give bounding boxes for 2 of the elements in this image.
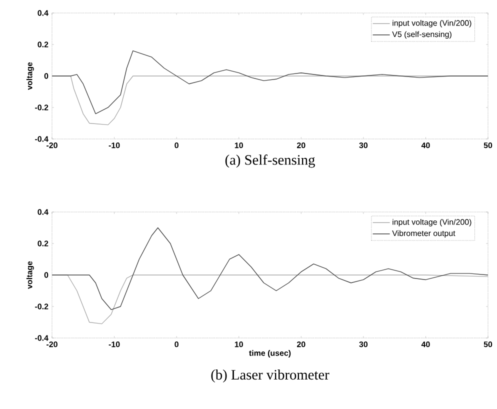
text: (a) Self-sensing [225,154,315,168]
text: (b) Laser vibrometer [211,370,330,383]
